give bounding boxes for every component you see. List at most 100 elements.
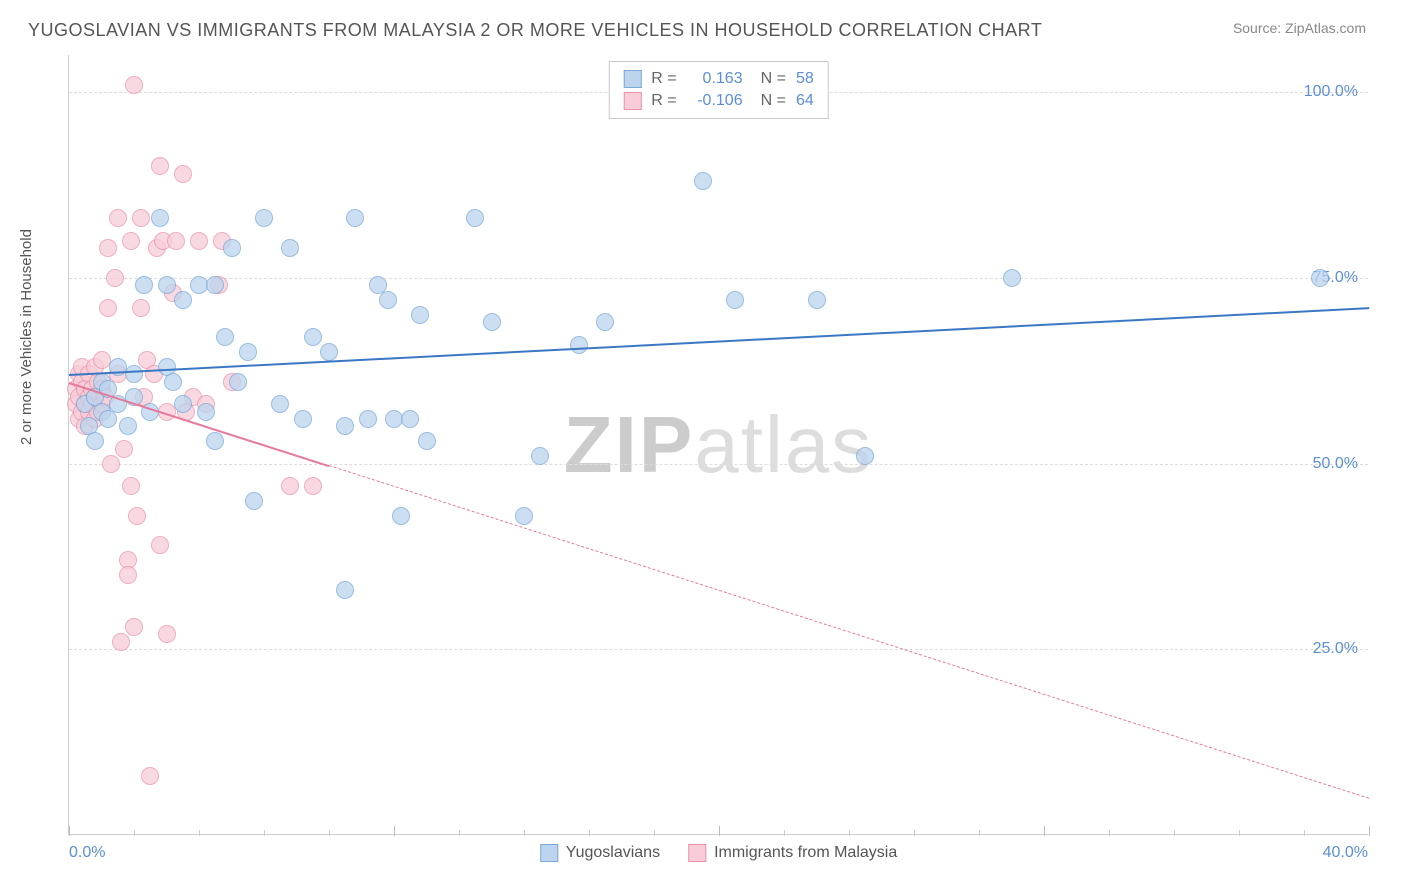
x-tick-minor (459, 830, 460, 836)
trend-pink-dashed (329, 465, 1369, 799)
x-tick-minor (199, 830, 200, 836)
swatch-pink (623, 92, 641, 110)
chart-container: 2 or more Vehicles in Household ZIPatlas… (28, 55, 1378, 865)
blue-point (694, 172, 712, 190)
blue-point (174, 395, 192, 413)
y-axis-label: 2 or more Vehicles in Household (18, 229, 35, 445)
gridline (69, 278, 1368, 279)
blue-point (1311, 269, 1329, 287)
pink-point (132, 209, 150, 227)
pink-point (167, 232, 185, 250)
x-tick-minor (979, 830, 980, 836)
blue-point (164, 373, 182, 391)
r-value-pink: -0.106 (687, 92, 743, 110)
blue-point (229, 373, 247, 391)
blue-point (418, 432, 436, 450)
x-tick-minor (914, 830, 915, 836)
r-value-blue: 0.163 (687, 70, 743, 88)
series-legend: Yugoslavians Immigrants from Malaysia (540, 844, 897, 862)
blue-point (401, 410, 419, 428)
y-tick-label: 50.0% (1313, 455, 1358, 473)
pink-point (99, 299, 117, 317)
pink-point (125, 76, 143, 94)
watermark: ZIPatlas (564, 399, 873, 491)
pink-point (151, 536, 169, 554)
r-label-pink: R = (651, 92, 676, 110)
pink-point (109, 209, 127, 227)
pink-point (99, 239, 117, 257)
blue-point (726, 291, 744, 309)
watermark-light: atlas (694, 400, 873, 489)
blue-point (466, 209, 484, 227)
blue-point (197, 403, 215, 421)
gridline (69, 649, 1368, 650)
blue-point (216, 328, 234, 346)
pink-point (190, 232, 208, 250)
x-tick-minor (849, 830, 850, 836)
blue-point (135, 276, 153, 294)
r-label-blue: R = (651, 70, 676, 88)
gridline (69, 464, 1368, 465)
blue-point (336, 581, 354, 599)
x-tick-minor (1239, 830, 1240, 836)
blue-point (392, 507, 410, 525)
x-tick-minor (654, 830, 655, 836)
y-tick-label: 25.0% (1313, 640, 1358, 658)
pink-point (128, 507, 146, 525)
blue-point (531, 447, 549, 465)
pink-point (125, 618, 143, 636)
x-tick-major (719, 826, 720, 836)
pink-point (151, 157, 169, 175)
x-tick-major (69, 826, 70, 836)
blue-point (596, 313, 614, 331)
legend-row-blue: R = 0.163 N = 58 (623, 68, 813, 90)
swatch-pink-bottom (688, 844, 706, 862)
blue-point (379, 291, 397, 309)
blue-point (151, 209, 169, 227)
pink-point (132, 299, 150, 317)
trend-blue (69, 308, 1369, 377)
blue-point (856, 447, 874, 465)
pink-point (102, 455, 120, 473)
plot-area: ZIPatlas R = 0.163 N = 58 R = -0.106 N =… (68, 55, 1368, 835)
blue-point (411, 306, 429, 324)
x-tick-minor (589, 830, 590, 836)
pink-point (122, 477, 140, 495)
legend-item-blue: Yugoslavians (540, 844, 660, 862)
pink-point (141, 767, 159, 785)
pink-point (304, 477, 322, 495)
n-label-blue: N = (761, 70, 786, 88)
x-tick-major (1369, 826, 1370, 836)
x-tick-minor (784, 830, 785, 836)
blue-point (271, 395, 289, 413)
blue-point (483, 313, 501, 331)
x-tick-minor (1174, 830, 1175, 836)
blue-point (86, 432, 104, 450)
blue-point (174, 291, 192, 309)
x-tick-min: 0.0% (69, 844, 105, 862)
watermark-bold: ZIP (564, 400, 694, 489)
source-label: Source: ZipAtlas.com (1233, 20, 1366, 36)
blue-point (359, 410, 377, 428)
chart-title: YUGOSLAVIAN VS IMMIGRANTS FROM MALAYSIA … (28, 20, 1042, 41)
blue-point (320, 343, 338, 361)
n-value-pink: 64 (796, 92, 814, 110)
blue-point (294, 410, 312, 428)
n-value-blue: 58 (796, 70, 814, 88)
pink-point (281, 477, 299, 495)
legend-label-blue: Yugoslavians (566, 844, 660, 862)
x-tick-minor (524, 830, 525, 836)
x-tick-minor (1304, 830, 1305, 836)
x-tick-minor (1109, 830, 1110, 836)
blue-point (336, 417, 354, 435)
pink-point (106, 269, 124, 287)
swatch-blue-bottom (540, 844, 558, 862)
blue-point (515, 507, 533, 525)
legend-item-pink: Immigrants from Malaysia (688, 844, 897, 862)
swatch-blue (623, 70, 641, 88)
x-tick-max: 40.0% (1323, 844, 1368, 862)
x-tick-major (394, 826, 395, 836)
blue-point (223, 239, 241, 257)
x-tick-minor (264, 830, 265, 836)
pink-point (122, 232, 140, 250)
